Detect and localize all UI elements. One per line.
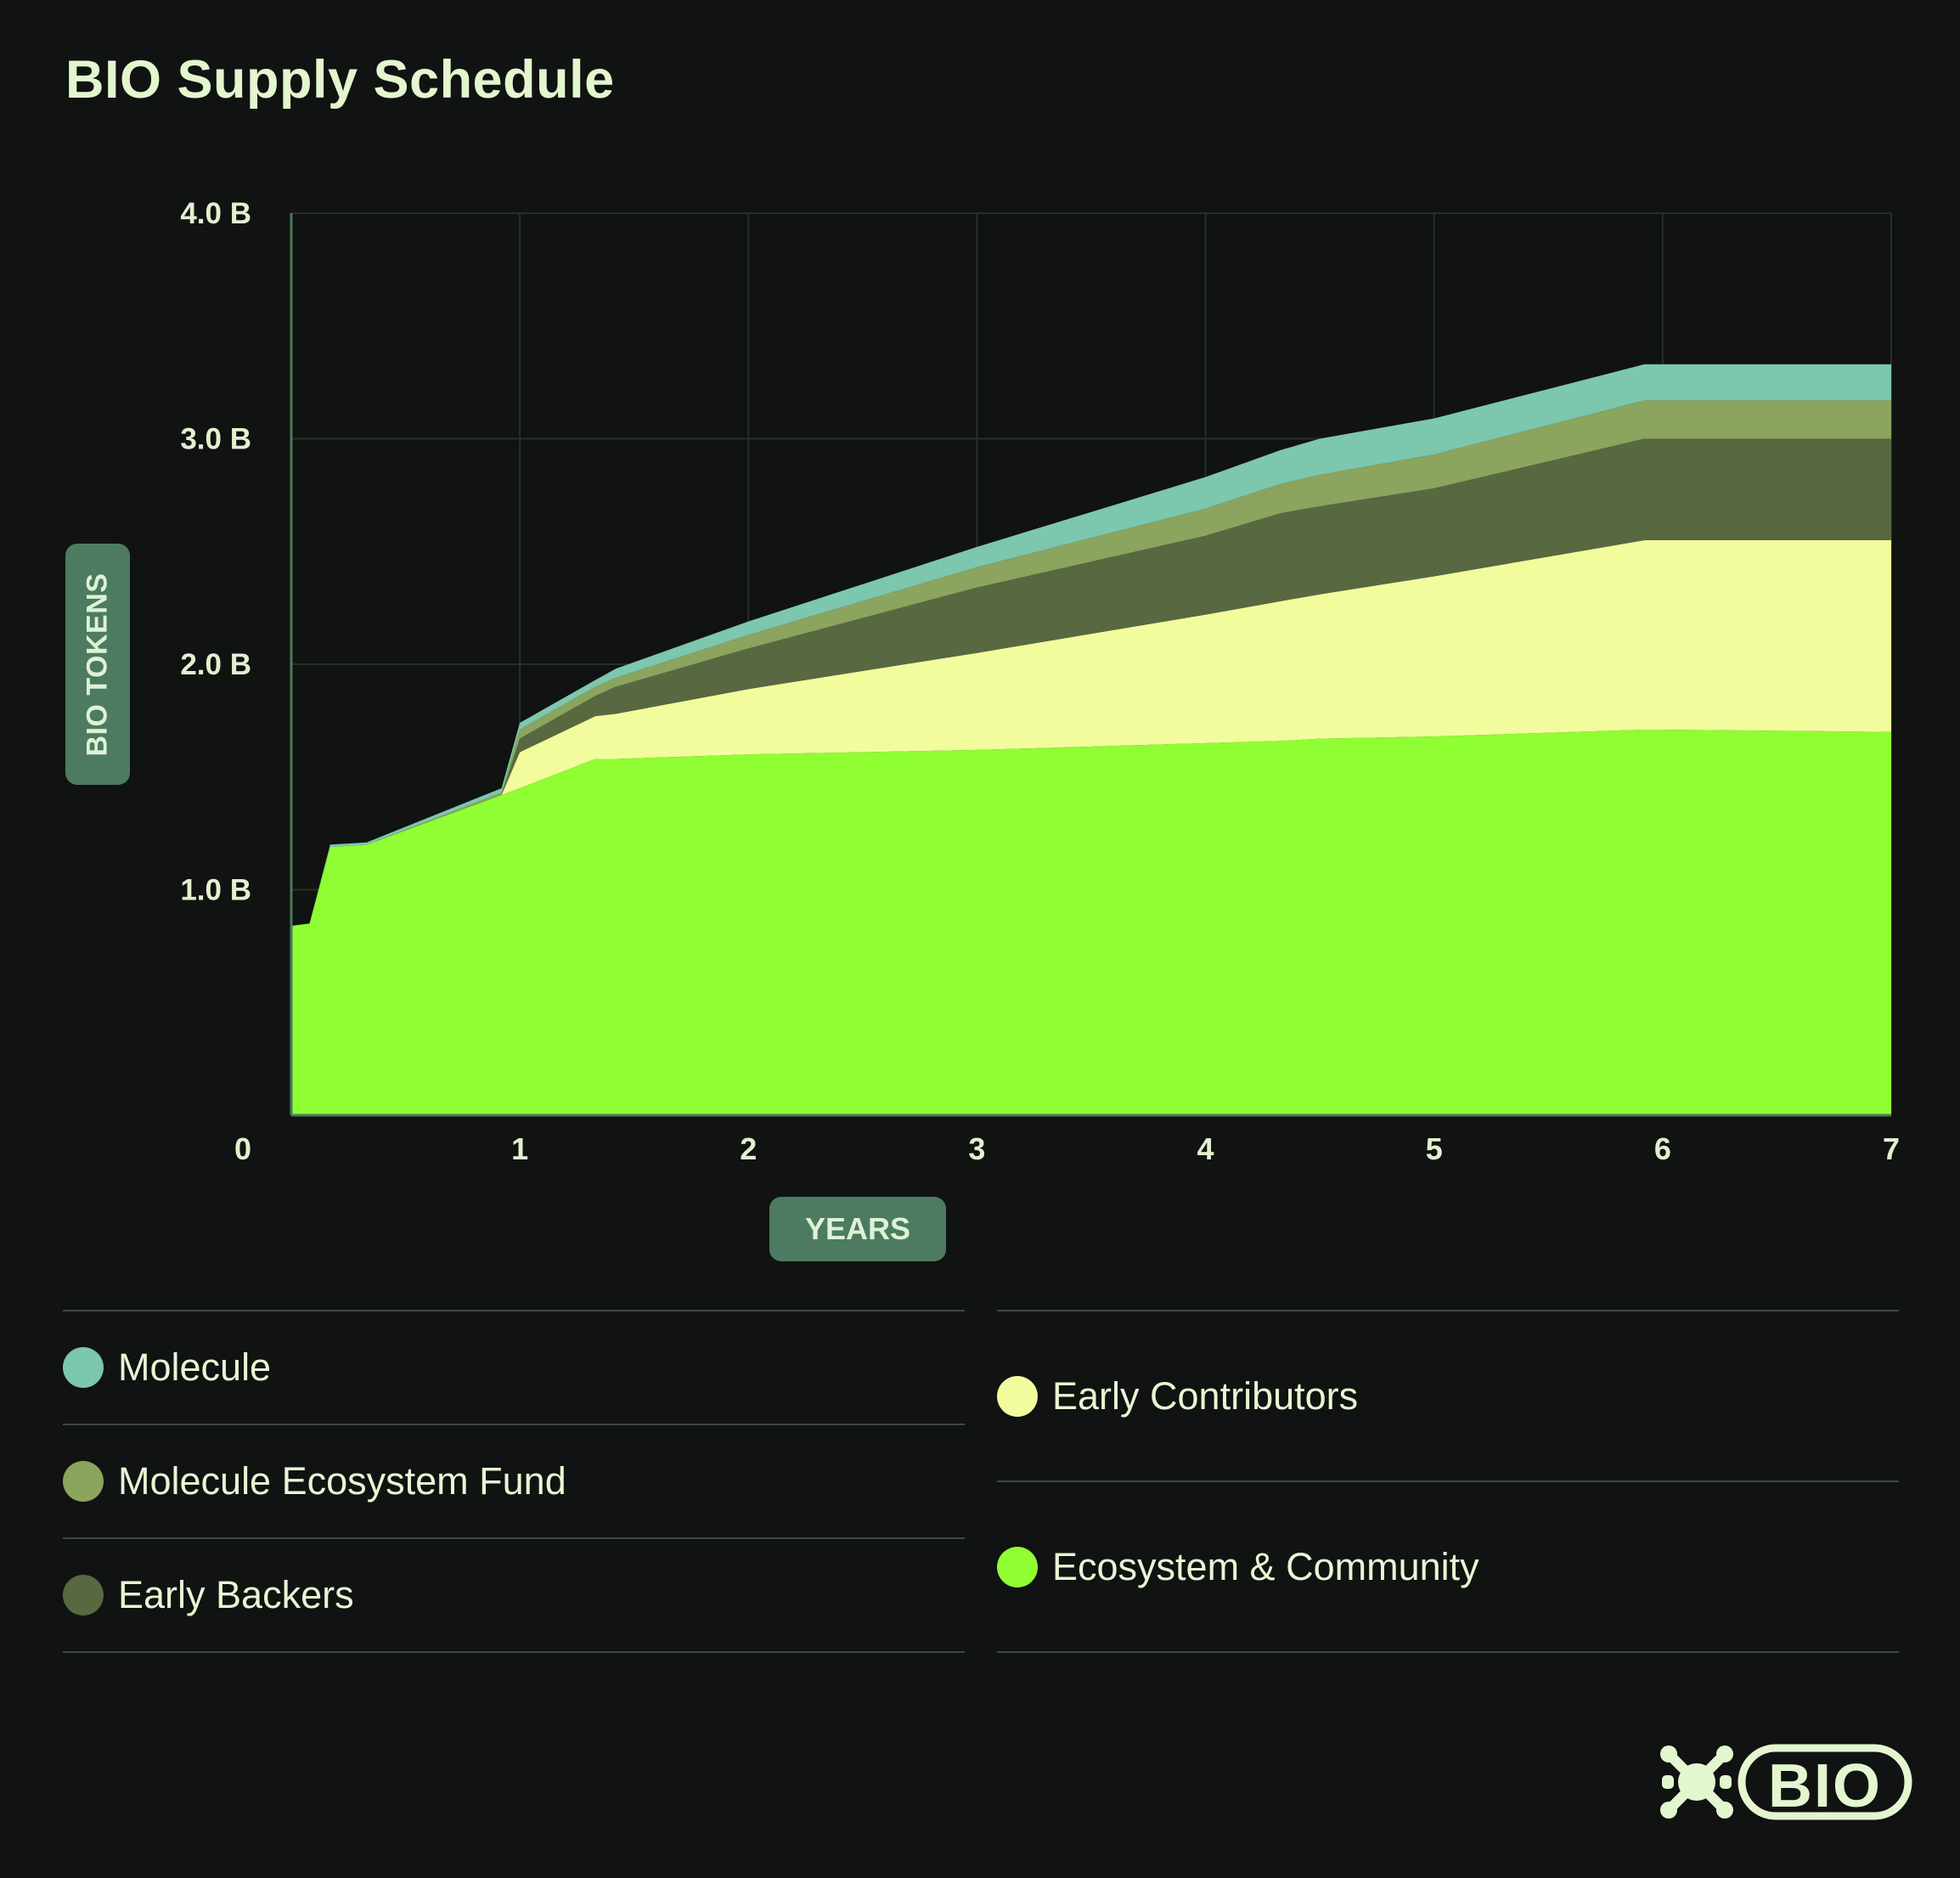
legend-item-molecule: Molecule xyxy=(63,1310,965,1424)
legend-swatch xyxy=(997,1375,1038,1417)
chart-ticks: 1.0 B 2.0 B 3.0 B 4.0 B 0 1 2 3 4 5 6 7 xyxy=(180,197,1900,1166)
x-tick-label: 7 xyxy=(1883,1131,1900,1166)
x-tick-label: 6 xyxy=(1654,1131,1671,1166)
x-tick-label: 1 xyxy=(511,1131,528,1166)
x-axis-label-pill: YEARS xyxy=(769,1197,946,1261)
area-series-ecosystem-community xyxy=(291,730,1891,1115)
bio-logo-icon xyxy=(1660,1745,1733,1819)
x-tick-label: 0 xyxy=(234,1131,251,1166)
y-axis-label-pill: BIO TOKENS xyxy=(65,544,130,785)
legend-right-column: Early Contributors Ecosystem & Community xyxy=(997,1310,1899,1653)
x-axis-label: YEARS xyxy=(804,1211,911,1246)
legend-item-ecosystem-community: Ecosystem & Community xyxy=(997,1480,1899,1653)
x-tick-label: 3 xyxy=(968,1131,985,1166)
area-series-early-contributors xyxy=(291,540,1891,926)
bio-logo: BIO xyxy=(1660,1744,1912,1820)
x-tick-label: 2 xyxy=(740,1131,757,1166)
legend-swatch xyxy=(63,1347,104,1388)
y-tick-label: 3.0 B xyxy=(180,423,251,456)
legend-item-early-contributors: Early Contributors xyxy=(997,1310,1899,1480)
x-tick-label: 5 xyxy=(1426,1131,1443,1166)
chart-areas xyxy=(291,364,1891,1115)
chart-axes xyxy=(290,213,1891,1117)
legend-swatch xyxy=(63,1575,104,1616)
y-tick-label: 2.0 B xyxy=(180,648,251,681)
x-tick-label: 4 xyxy=(1197,1131,1214,1166)
supply-area-chart: 1.0 B 2.0 B 3.0 B 4.0 B 0 1 2 3 4 5 6 7 xyxy=(180,197,1900,1166)
legend-label: Early Contributors xyxy=(1052,1373,1359,1418)
chart-title: BIO Supply Schedule xyxy=(65,50,615,110)
legend-swatch xyxy=(997,1546,1038,1588)
y-tick-label: 1.0 B xyxy=(180,874,251,907)
y-tick-label: 4.0 B xyxy=(180,197,251,230)
legend-item-early-backers: Early Backers xyxy=(63,1537,965,1653)
legend-label: Molecule xyxy=(118,1345,272,1389)
legend-swatch xyxy=(63,1461,104,1502)
bio-logo-text: BIO xyxy=(1768,1752,1882,1820)
legend-label: Early Backers xyxy=(118,1573,354,1616)
area-series-early-backers xyxy=(291,438,1891,926)
legend-left-column: Molecule Molecule Ecosystem Fund Early B… xyxy=(63,1310,965,1653)
legend-label: Molecule Ecosystem Fund xyxy=(118,1459,566,1503)
legend-item-molecule-ecosystem-fund: Molecule Ecosystem Fund xyxy=(63,1424,965,1537)
y-axis-label: BIO TOKENS xyxy=(81,572,114,756)
legend-label: Ecosystem & Community xyxy=(1052,1544,1479,1588)
